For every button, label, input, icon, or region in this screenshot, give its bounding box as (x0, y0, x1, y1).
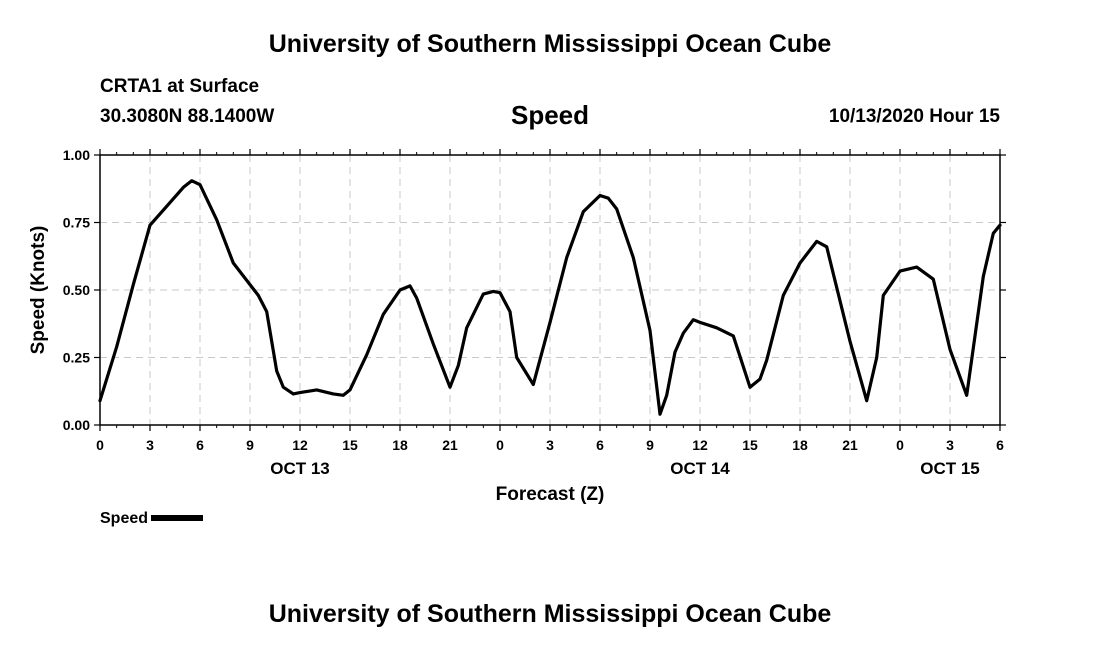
date-label: OCT 15 (920, 459, 980, 478)
x-tick-label: 6 (996, 437, 1004, 453)
x-tick-label: 21 (442, 437, 458, 453)
x-tick-label: 21 (842, 437, 858, 453)
forecast-datetime: 10/13/2020 Hour 15 (828, 106, 1000, 127)
x-tick-label: 18 (792, 437, 808, 453)
x-tick-label: 0 (896, 437, 904, 453)
x-tick-label: 12 (692, 437, 708, 453)
x-tick-label: 0 (96, 437, 104, 453)
y-tick-label: 0.75 (63, 215, 90, 231)
x-tick-label: 12 (292, 437, 308, 453)
page-title: University of Southern Mississippi Ocean… (268, 30, 832, 58)
legend: Speed (100, 510, 204, 528)
x-tick-label: 3 (146, 437, 154, 453)
footer-title: University of Southern Mississippi Ocean… (268, 600, 832, 628)
x-tick-label: 15 (342, 437, 358, 453)
station-name: CRTA1 at Surface (100, 76, 260, 97)
y-tick-label: 0.00 (63, 417, 90, 433)
series-line-speed (98, 179, 1002, 416)
date-label: OCT 13 (270, 459, 330, 478)
legend-swatch (151, 514, 204, 521)
axis-tick-labels: 0 3 6 9 12 15 18 21 0 3 6 9 12 15 18 21 0 3 6 0.00 0.25 0.50 0… (63, 147, 1004, 478)
x-tick-label: 9 (646, 437, 654, 453)
date-label: OCT 14 (670, 459, 730, 478)
x-tick-label: 0 (496, 437, 504, 453)
station-coordinates: 30.3080N 88.1400W (100, 106, 275, 127)
y-tick-label: 0.50 (63, 282, 90, 298)
x-axis-label: Forecast (Z) (496, 484, 605, 505)
y-axis-label: Speed (Knots) (28, 226, 49, 355)
x-tick-label: 9 (246, 437, 254, 453)
y-tick-label: 0.25 (63, 350, 90, 366)
chart-title: Speed (510, 100, 590, 130)
series-layer (98, 179, 1002, 416)
axis-ticks (94, 149, 1006, 431)
legend-label: Speed (100, 510, 149, 527)
grid (100, 155, 1000, 425)
x-tick-label: 6 (196, 437, 204, 453)
x-tick-label: 6 (596, 437, 604, 453)
x-tick-label: 18 (392, 437, 408, 453)
x-tick-label: 3 (946, 437, 954, 453)
x-tick-label: 15 (742, 437, 758, 453)
y-tick-label: 1.00 (63, 147, 90, 163)
x-tick-label: 3 (546, 437, 554, 453)
